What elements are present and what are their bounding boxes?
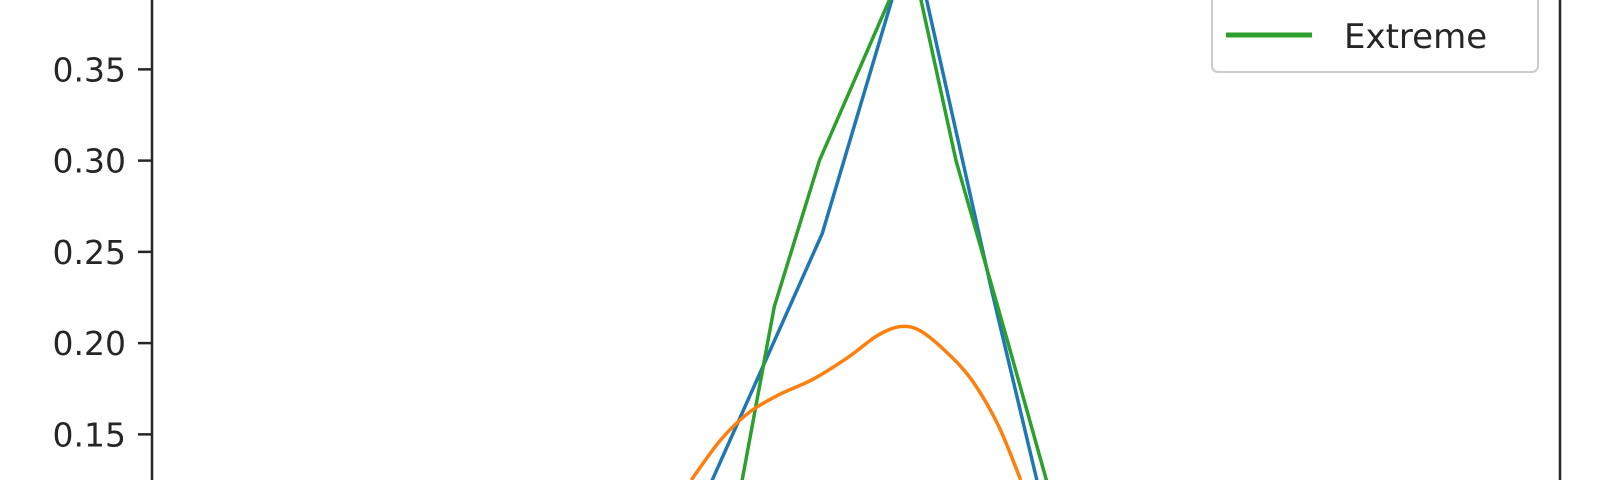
y-tick-label: 0.35: [53, 50, 126, 89]
y-tick-label: 0.15: [53, 415, 126, 454]
series-line-2: [740, 0, 1049, 480]
legend-box: [1211, 0, 1539, 73]
y-axis: 0.15 0.20 0.25 0.30 0.35: [53, 0, 154, 480]
y-tick-label: 0.30: [53, 142, 126, 181]
legend-label-extreme: Extreme: [1344, 17, 1487, 57]
series-line-1: [710, 0, 1039, 480]
series-layer: [689, 0, 1049, 480]
y-tick-label: 0.20: [53, 324, 126, 363]
series-line-3: [689, 324, 1023, 480]
legend: Extreme: [1211, 0, 1539, 73]
y-tick-label: 0.25: [53, 233, 126, 272]
